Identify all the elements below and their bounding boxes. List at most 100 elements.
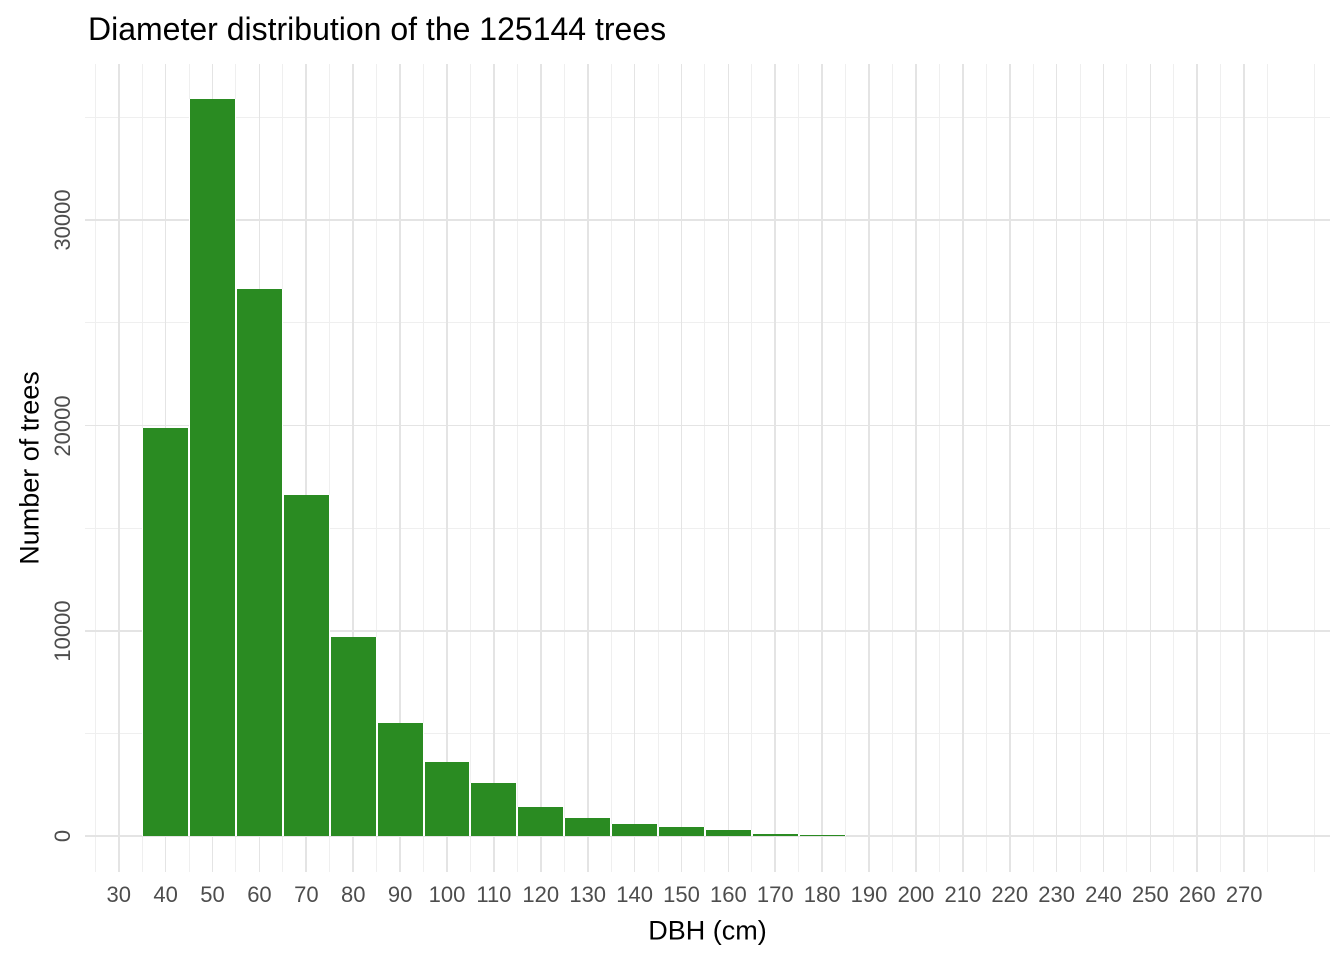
x-tick-label: 50 xyxy=(200,882,225,907)
histogram-bar xyxy=(704,829,752,836)
y-tick-label: 0 xyxy=(50,829,75,843)
histogram-bar xyxy=(517,807,565,836)
grid-minor-x xyxy=(1220,64,1222,872)
histogram-bar xyxy=(751,833,799,836)
x-tick-label: 30 xyxy=(106,882,131,907)
grid-major-x xyxy=(1102,64,1105,872)
x-axis-title: DBH (cm) xyxy=(648,915,767,946)
grid-minor-x xyxy=(610,64,612,872)
x-tick-label: 130 xyxy=(569,882,607,907)
x-tick-label: 210 xyxy=(944,882,982,907)
grid-minor-x xyxy=(845,64,847,872)
grid-major-x xyxy=(1008,64,1011,872)
x-tick-label: 120 xyxy=(522,882,560,907)
x-tick-label: 140 xyxy=(616,882,653,907)
grid-major-y xyxy=(85,835,1330,837)
grid-major-y xyxy=(85,424,1330,427)
x-tick-label: 220 xyxy=(991,882,1029,907)
grid-major-x xyxy=(493,64,495,872)
grid-major-x xyxy=(446,64,448,872)
x-tick-label: 60 xyxy=(247,882,272,907)
x-tick-label: 90 xyxy=(387,882,413,907)
x-tick-label: 150 xyxy=(663,882,700,907)
grid-minor-x xyxy=(798,64,800,872)
grid-major-x xyxy=(1055,64,1058,872)
grid-major-x xyxy=(1149,64,1152,872)
grid-minor-y xyxy=(85,732,1330,734)
grid-minor-y xyxy=(85,527,1330,529)
x-tick-label: 230 xyxy=(1038,882,1075,907)
plot-panel xyxy=(85,64,1330,872)
grid-major-x xyxy=(680,64,683,872)
x-tick-label: 260 xyxy=(1178,882,1216,907)
x-tick-label: 180 xyxy=(803,882,841,907)
histogram-bar xyxy=(798,834,846,836)
grid-minor-y xyxy=(85,117,1330,119)
grid-minor-x xyxy=(94,64,96,872)
grid-minor-x xyxy=(563,64,565,872)
grid-major-x xyxy=(539,64,542,872)
x-tick-label: 190 xyxy=(850,882,888,907)
histogram-bar xyxy=(470,783,518,836)
grid-minor-x xyxy=(1079,64,1081,872)
grid-major-x xyxy=(821,64,823,872)
grid-major-x xyxy=(305,64,308,872)
grid-minor-x xyxy=(1314,64,1316,872)
grid-minor-x xyxy=(329,64,331,872)
x-tick-label: 250 xyxy=(1132,882,1169,907)
grid-minor-x xyxy=(1267,64,1269,872)
plot-title: Diameter distribution of the 125144 tree… xyxy=(88,11,667,47)
x-tick-label: 200 xyxy=(897,882,935,907)
grid-major-x xyxy=(117,64,120,872)
grid-minor-x xyxy=(376,64,378,872)
histogram-bar xyxy=(235,289,283,836)
x-tick-label: 80 xyxy=(340,882,366,907)
y-tick-label: 20000 xyxy=(50,394,75,457)
grid-minor-x xyxy=(938,64,940,872)
grid-minor-x xyxy=(1126,64,1128,872)
grid-minor-x xyxy=(423,64,425,872)
grid-minor-x xyxy=(469,64,471,872)
x-tick-label: 160 xyxy=(710,882,747,907)
x-tick-label: 110 xyxy=(476,882,512,907)
y-axis-title: Number of trees xyxy=(14,371,45,565)
grid-major-y xyxy=(85,629,1330,632)
grid-minor-x xyxy=(1173,64,1175,872)
grid-major-x xyxy=(868,64,870,872)
grid-major-x xyxy=(727,64,730,872)
histogram-bar xyxy=(142,427,190,836)
y-tick-label: 30000 xyxy=(50,189,75,251)
grid-major-x xyxy=(774,64,777,872)
grid-major-y xyxy=(85,219,1330,222)
grid-major-x xyxy=(961,64,964,872)
grid-major-x xyxy=(633,64,636,872)
x-tick-label: 270 xyxy=(1225,882,1263,907)
grid-minor-x xyxy=(1032,64,1034,872)
histogram-bar xyxy=(564,817,612,836)
grid-minor-x xyxy=(657,64,659,872)
histogram-bar xyxy=(611,824,659,836)
x-tick-label: 240 xyxy=(1085,882,1122,907)
grid-minor-x xyxy=(704,64,706,872)
histogram-bar xyxy=(423,762,471,836)
grid-major-x xyxy=(915,64,917,872)
histogram-bar xyxy=(329,636,377,836)
y-tick-label: 10000 xyxy=(50,600,75,662)
histogram-bar xyxy=(189,99,236,836)
grid-major-x xyxy=(1196,64,1199,872)
grid-minor-x xyxy=(516,64,518,872)
grid-major-x xyxy=(352,64,355,872)
x-tick-label: 170 xyxy=(756,882,794,907)
grid-minor-x xyxy=(891,64,893,872)
grid-minor-x xyxy=(751,64,753,872)
histogram-bar xyxy=(376,723,424,836)
histogram-bar xyxy=(282,495,330,836)
histogram-bar xyxy=(658,826,705,836)
grid-major-x xyxy=(399,64,401,872)
x-tick-label: 70 xyxy=(294,882,319,907)
grid-major-x xyxy=(1243,64,1246,872)
x-tick-label: 40 xyxy=(153,882,178,907)
grid-minor-x xyxy=(282,64,284,872)
grid-minor-x xyxy=(985,64,987,872)
